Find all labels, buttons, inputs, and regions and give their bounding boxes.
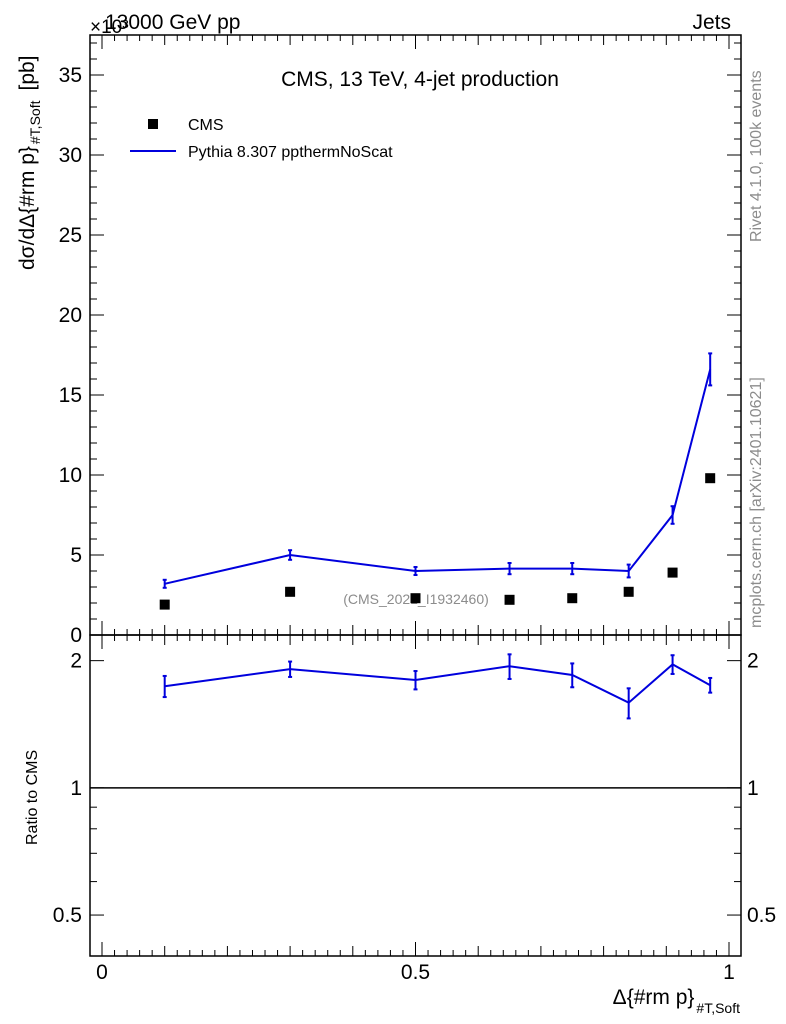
legend: CMS Pythia 8.307 ppthermNoScat: [130, 117, 393, 161]
chart-title: CMS, 13 TeV, 4-jet production: [281, 68, 559, 91]
ratio-y-tick-label: 2: [70, 650, 82, 673]
ratio-line: [164, 663, 711, 704]
ratio-panel: 0.5 0.51 12 2 0 0.5 1 Ratio to CMS Δ{#rm p} #T…: [24, 634, 776, 1016]
header-energy-label: 13000 GeV pp: [105, 11, 240, 34]
main-ylabel-sub: #T,Soft: [27, 100, 43, 144]
svg-text:dσ/dΔ{#rm p}#T,Soft[pb]: dσ/dΔ{#rm p} #T,Soft [pb]: [16, 55, 43, 270]
x-axis-label-text: Δ{#rm p}: [613, 986, 695, 1009]
pythia-line: [164, 369, 712, 585]
cms-data-point: [410, 593, 421, 604]
legend-pythia-label: Pythia 8.307 ppthermNoScat: [188, 144, 393, 161]
mcplots-label: mcplots.cern.ch [arXiv:2401.10621]: [748, 377, 765, 628]
main-y-tick-label: 35: [59, 64, 82, 87]
main-y-axis-label: dσ/dΔ{#rm p} #T,Soft [pb]: [16, 55, 43, 270]
legend-cms-marker: [148, 119, 158, 129]
ratio-y-tick-label: 1: [70, 777, 82, 800]
legend-cms-label: CMS: [188, 117, 224, 134]
header-exponent-label: ×10³: [90, 17, 129, 38]
header-process-label: Jets: [692, 11, 731, 34]
main-axis-ticks: [90, 35, 741, 636]
rivet-version-label: Rivet 4.1.0, 100k events: [748, 70, 765, 242]
ratio-data-layer: [90, 653, 741, 789]
cms-data-point: [623, 586, 634, 597]
x-axis-label-sub: #T,Soft: [696, 1000, 740, 1016]
main-ylabel-text: dσ/dΔ{#rm p}: [16, 146, 39, 270]
main-y-tick-label: 0: [70, 624, 82, 647]
cms-data-point: [667, 567, 678, 578]
cms-data-point: [705, 473, 716, 484]
x-tick-label: 1: [723, 961, 735, 984]
x-tick-labels: 0 0.5 1: [96, 961, 735, 984]
main-data-layer: [159, 352, 716, 610]
cms-data-point: [159, 599, 170, 610]
ratio-y-tick-label: 0.5: [53, 904, 82, 927]
ratio-y-axis-label: Ratio to CMS: [24, 750, 41, 845]
ratio-y-tick-label-right: 1: [747, 777, 759, 800]
main-y-tick-labels: 0 5 10 15 20 25 30 35: [59, 64, 82, 647]
svg-text:Δ{#rm p}#T,Soft: Δ{#rm p} #T,Soft: [613, 986, 740, 1016]
x-tick-label: 0.5: [401, 961, 430, 984]
main-y-tick-label: 5: [70, 544, 82, 567]
cms-data-point: [567, 593, 578, 604]
ratio-y-tick-labels: 0.5 0.5 1 1 2 2: [53, 650, 776, 927]
main-ylabel-unit: [pb]: [16, 55, 39, 90]
main-y-tick-label: 10: [59, 464, 82, 487]
x-axis-label: Δ{#rm p} #T,Soft: [613, 986, 740, 1016]
ratio-y-tick-label-right: 0.5: [747, 904, 776, 927]
main-y-tick-label: 15: [59, 384, 82, 407]
main-y-tick-label: 20: [59, 304, 82, 327]
cms-data-point: [285, 586, 296, 597]
x-tick-label: 0: [96, 961, 108, 984]
main-y-tick-label: 25: [59, 224, 82, 247]
main-panel: 0 5 10 15 20 25 30 35 CMS, 13 TeV, 4-jet produc…: [16, 34, 742, 647]
main-y-tick-label: 30: [59, 144, 82, 167]
ratio-y-tick-label-right: 2: [747, 650, 759, 673]
cms-data-point: [504, 594, 515, 605]
